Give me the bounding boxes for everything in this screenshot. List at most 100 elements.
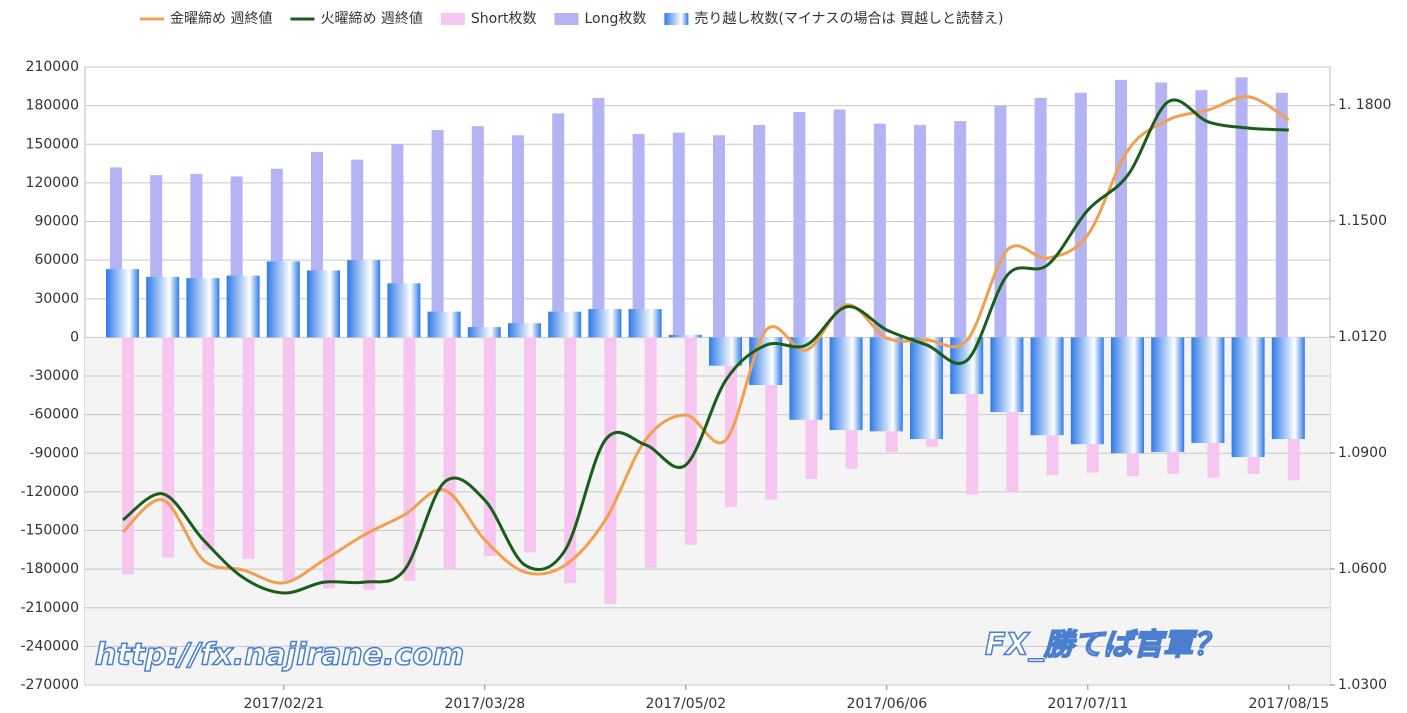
long-bar bbox=[994, 105, 1007, 338]
price-line bbox=[121, 95, 1290, 585]
short-bar bbox=[483, 337, 496, 557]
net-bar bbox=[106, 269, 139, 338]
net-bar bbox=[307, 270, 340, 338]
y-tick-label: -270000 bbox=[21, 677, 80, 693]
short-bar bbox=[323, 337, 335, 589]
y-tick-label: -150000 bbox=[21, 523, 80, 539]
y-tick-label: 150000 bbox=[26, 136, 79, 152]
net-bar bbox=[1111, 337, 1144, 454]
long-bar bbox=[1074, 92, 1087, 338]
net-bar bbox=[548, 311, 582, 338]
net-bar bbox=[910, 337, 943, 440]
net-bar bbox=[508, 323, 541, 338]
net-bar bbox=[628, 309, 662, 338]
net-bar bbox=[387, 283, 421, 338]
y-tick-label: -120000 bbox=[21, 484, 80, 500]
short-bar bbox=[725, 337, 737, 508]
net-bar bbox=[1070, 337, 1104, 445]
long-bar bbox=[1235, 77, 1248, 338]
short-bar bbox=[604, 337, 617, 604]
net-bar bbox=[1191, 337, 1225, 443]
legend-label: Long枚数 bbox=[584, 11, 646, 27]
short-bar bbox=[363, 337, 376, 590]
net-bar bbox=[668, 334, 702, 338]
net-bar bbox=[829, 337, 863, 431]
net-bar bbox=[146, 276, 180, 338]
x-tick-label: 2017/03/28 bbox=[444, 696, 525, 712]
x-tick-label: 2017/06/06 bbox=[846, 696, 927, 712]
price-line bbox=[122, 98, 1289, 595]
x-tick-label: 2017/08/15 bbox=[1248, 696, 1329, 712]
y-tick-label: 180000 bbox=[26, 98, 79, 114]
y2-tick-label: 1.0600 bbox=[1338, 561, 1387, 577]
net-bar bbox=[467, 327, 501, 338]
net-bar bbox=[1271, 337, 1305, 440]
net-bar bbox=[186, 278, 220, 338]
long-bar bbox=[1155, 82, 1168, 338]
x-tick-label: 2017/07/11 bbox=[1047, 696, 1128, 712]
net-bar bbox=[427, 311, 461, 338]
short-bar bbox=[684, 337, 697, 545]
legend-label: 火曜締め 週終値 bbox=[320, 10, 422, 27]
y-tick-label: -240000 bbox=[21, 638, 80, 654]
net-bar bbox=[266, 261, 300, 338]
net-bar bbox=[990, 337, 1024, 413]
y-tick-label: -90000 bbox=[29, 445, 79, 461]
long-bar bbox=[592, 97, 605, 338]
long-bar bbox=[1034, 97, 1047, 338]
net-bar bbox=[869, 337, 903, 432]
long-bar bbox=[833, 109, 846, 338]
net-bar bbox=[588, 309, 622, 338]
y-tick-label: 30000 bbox=[34, 291, 79, 307]
long-bar bbox=[672, 132, 685, 338]
short-bar bbox=[403, 337, 416, 581]
y-tick-label: 90000 bbox=[34, 214, 79, 230]
watermark: http://fx.najirane.com bbox=[95, 638, 464, 673]
long-bar bbox=[552, 113, 565, 338]
long-bar bbox=[1195, 90, 1208, 338]
long-bar bbox=[793, 112, 806, 338]
y-tick-label: 60000 bbox=[34, 252, 79, 268]
x-tick-label: 2017/05/02 bbox=[645, 696, 726, 712]
y-tick-label: -210000 bbox=[21, 600, 80, 616]
x-tick-label: 2017/02/21 bbox=[243, 696, 324, 712]
y-tick-label: -60000 bbox=[29, 407, 79, 423]
short-bar bbox=[282, 337, 295, 581]
short-bar bbox=[202, 337, 215, 550]
y2-tick-label: 1.0900 bbox=[1338, 445, 1387, 461]
long-bar bbox=[914, 124, 926, 338]
y-tick-label: -30000 bbox=[29, 368, 79, 384]
y-tick-label: -180000 bbox=[21, 561, 80, 577]
short-bar bbox=[443, 337, 456, 570]
short-bar bbox=[564, 337, 577, 584]
long-bar bbox=[713, 135, 725, 338]
long-bar bbox=[873, 123, 886, 338]
long-bar bbox=[1275, 92, 1288, 338]
net-bar bbox=[1231, 337, 1265, 458]
net-bar bbox=[347, 260, 381, 338]
long-bar bbox=[1115, 79, 1127, 338]
y2-tick-label: 1.0300 bbox=[1338, 677, 1387, 693]
y2-tick-label: 1.0120 bbox=[1338, 329, 1387, 345]
y-tick-label: 120000 bbox=[26, 175, 79, 191]
legend-swatch bbox=[664, 13, 689, 25]
net-bar bbox=[709, 337, 742, 366]
long-bar bbox=[954, 121, 967, 338]
short-bar bbox=[242, 337, 255, 559]
y-tick-label: 210000 bbox=[26, 59, 79, 75]
net-bar bbox=[226, 275, 260, 338]
y2-tick-label: 1.1500 bbox=[1338, 213, 1387, 229]
legend-swatch bbox=[440, 13, 465, 25]
long-bar bbox=[753, 124, 766, 338]
long-bar bbox=[431, 130, 444, 338]
net-bar bbox=[1030, 337, 1064, 436]
short-bar bbox=[122, 337, 134, 575]
short-bar bbox=[162, 337, 175, 558]
long-bar bbox=[471, 126, 484, 338]
y-tick-label: 0 bbox=[70, 329, 79, 345]
legend-label: Short枚数 bbox=[471, 11, 537, 27]
long-bar bbox=[512, 135, 524, 338]
short-bar bbox=[644, 337, 657, 568]
legend-label: 売り越し枚数(マイナスの場合は 買越しと読替え) bbox=[694, 10, 1003, 27]
